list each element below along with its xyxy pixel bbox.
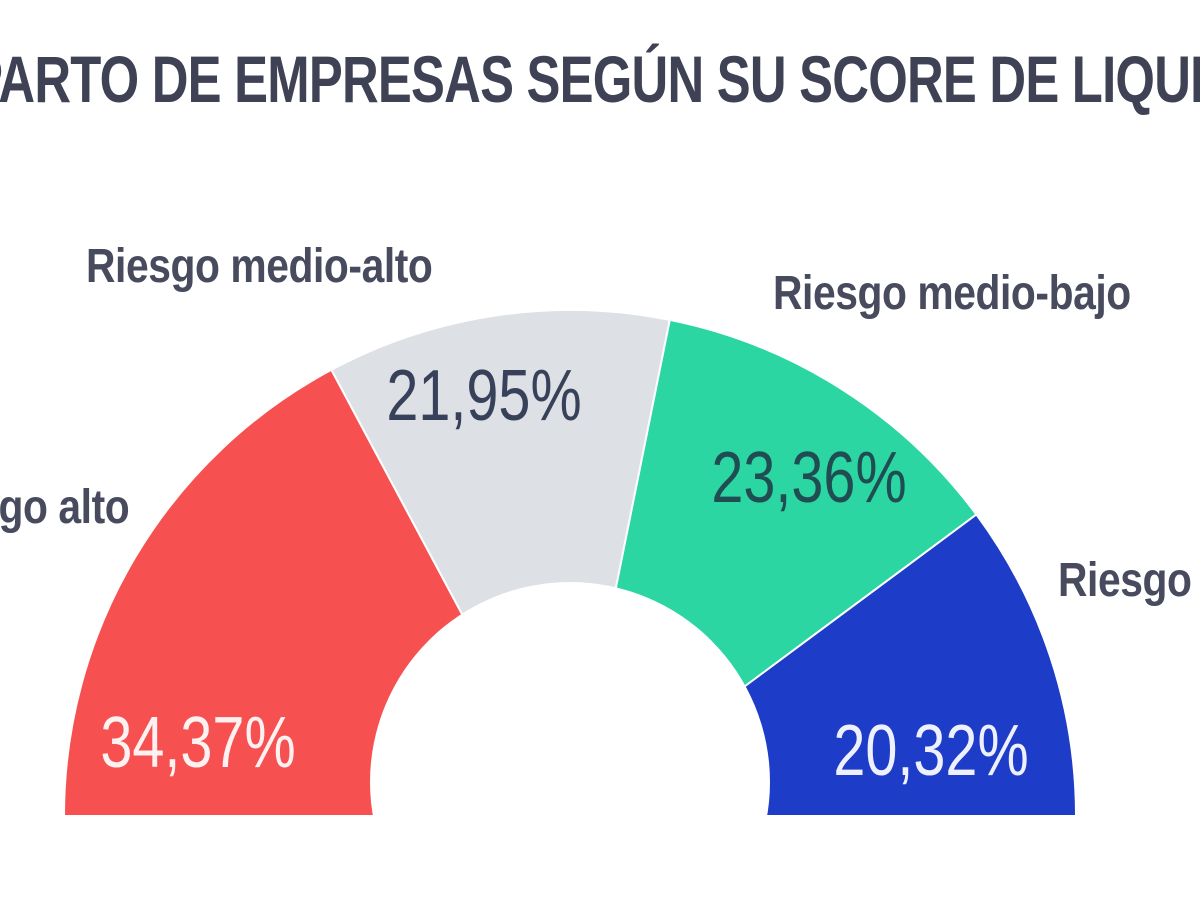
segment-value-riesgo-alto: 34,37%	[100, 703, 296, 783]
chart-title: REPARTO DE EMPRESAS SEGÚN SU SCORE DE LI…	[0, 42, 1200, 116]
segment-label-riesgo-bajo: Riesgo bajo	[1058, 554, 1200, 607]
segment-label-riesgo-alto: Riesgo alto	[0, 481, 130, 534]
segment-label-riesgo-medio-alto: Riesgo medio-alto	[86, 240, 433, 293]
segment-value-riesgo-bajo: 20,32%	[833, 711, 1029, 791]
segment-value-riesgo-medio-alto: 21,95%	[386, 356, 582, 436]
donut-hole	[370, 582, 770, 900]
segment-value-riesgo-medio-bajo: 23,36%	[711, 438, 907, 518]
segment-label-riesgo-medio-bajo: Riesgo medio-bajo	[773, 267, 1131, 320]
